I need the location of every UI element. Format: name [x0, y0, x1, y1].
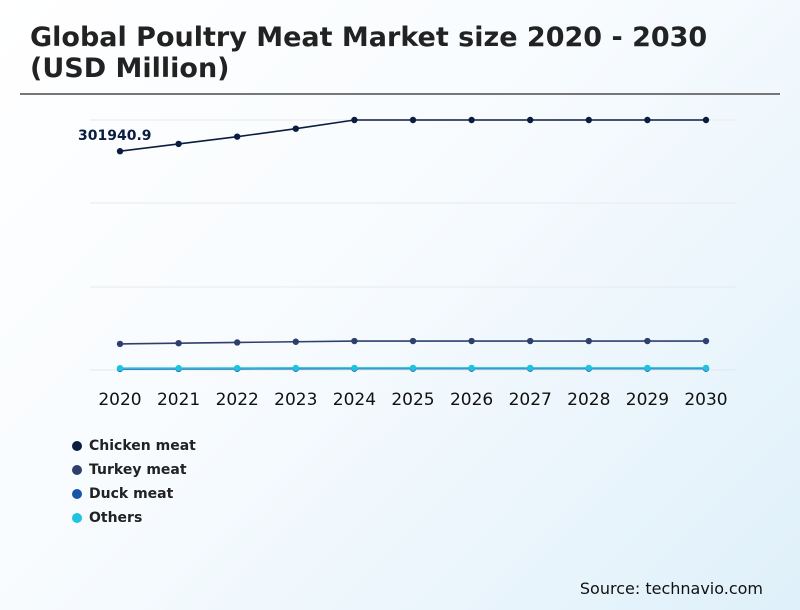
data-point-turkey-meat	[702, 337, 710, 345]
data-point-turkey-meat	[292, 338, 299, 345]
legend-marker	[72, 489, 82, 499]
data-point-chicken-meat	[644, 116, 651, 124]
data-point-chicken-meat	[234, 133, 241, 140]
x-tick-label: 2028	[567, 390, 610, 410]
data-point-turkey-meat	[468, 337, 475, 345]
x-tick-label: 2024	[333, 390, 376, 410]
data-point-others	[585, 364, 592, 372]
chart-title: Global Poultry Meat Market size 2020 - 2…	[30, 22, 708, 84]
data-point-chicken-meat	[468, 116, 475, 124]
legend-item: Duck meat	[72, 482, 196, 506]
data-label: 301940.9	[78, 128, 152, 144]
x-tick-label: 2020	[98, 390, 141, 410]
legend-marker	[72, 441, 82, 451]
legend-label: Duck meat	[89, 486, 174, 502]
x-tick-label: 2025	[391, 390, 434, 410]
x-tick-label: 2022	[216, 390, 259, 410]
legend-item: Others	[72, 506, 196, 530]
data-point-turkey-meat	[116, 340, 124, 348]
x-tick-label: 2021	[157, 390, 200, 410]
data-point-chicken-meat	[702, 116, 710, 124]
legend-item: Turkey meat	[72, 458, 196, 482]
data-point-chicken-meat	[292, 125, 299, 132]
x-tick-label: 2023	[274, 390, 317, 410]
data-point-others	[644, 364, 651, 372]
data-point-others	[527, 364, 534, 372]
x-tick-labels: 2020 2021 2022 2023 2024 2025 2026 2027 2028 2029…	[98, 390, 727, 410]
data-point-turkey-meat	[351, 337, 358, 345]
data-point-others	[234, 364, 241, 372]
source-note: Source: technavio.com	[579, 579, 763, 598]
data-point-chicken-meat	[409, 116, 417, 124]
data-point-turkey-meat	[644, 337, 651, 345]
data-point-turkey-meat	[409, 337, 417, 345]
data-point-chicken-meat	[585, 116, 592, 124]
line-chart: 2020 2021 2022 2023 2024 2025 2026 2027 2028 2029…	[78, 116, 736, 410]
data-point-chicken-meat	[351, 116, 358, 124]
series-lines	[116, 116, 710, 373]
data-point-turkey-meat	[585, 337, 592, 345]
x-tick-label: 2027	[509, 390, 552, 410]
legend-item: Chicken meat	[72, 434, 196, 458]
data-point-others	[468, 364, 475, 372]
x-tick-label: 2026	[450, 390, 493, 410]
legend-marker	[72, 513, 82, 523]
data-point-chicken-meat	[116, 148, 124, 155]
x-tick-label: 2029	[626, 390, 669, 410]
data-point-others	[409, 364, 417, 372]
gridlines	[90, 119, 736, 371]
legend-marker	[72, 465, 82, 475]
data-point-chicken-meat	[175, 140, 182, 148]
data-point-others	[351, 364, 358, 372]
series-line-chicken-meat	[119, 119, 706, 152]
data-point-others	[175, 364, 182, 372]
data-point-others	[292, 364, 299, 372]
annotations: 301940.9	[78, 128, 152, 144]
title-divider	[20, 93, 780, 95]
data-point-others	[116, 364, 124, 372]
legend-label: Chicken meat	[89, 438, 196, 454]
data-point-chicken-meat	[527, 116, 534, 124]
data-point-turkey-meat	[175, 339, 182, 347]
x-tick-label: 2030	[684, 390, 727, 410]
legend-label: Turkey meat	[89, 462, 187, 478]
legend-label: Others	[89, 510, 143, 526]
data-point-turkey-meat	[527, 337, 534, 345]
data-point-others	[702, 364, 710, 372]
data-point-turkey-meat	[234, 339, 241, 346]
legend: Chicken meat Turkey meat Duck meat Others	[72, 434, 196, 530]
